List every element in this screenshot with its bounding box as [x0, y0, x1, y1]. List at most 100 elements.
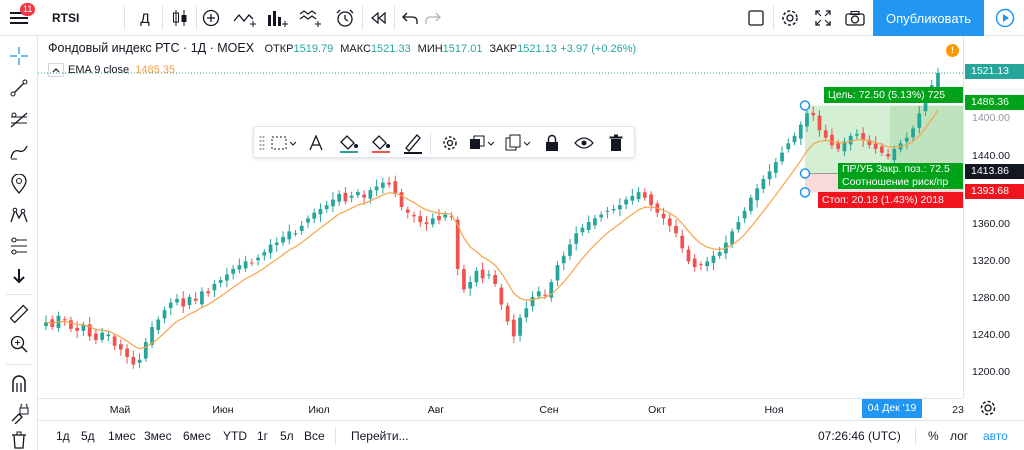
range-all[interactable]: Все	[304, 429, 325, 443]
range-5y[interactable]: 5л	[280, 429, 294, 443]
range-ytd[interactable]: YTD	[223, 429, 247, 443]
time-axis[interactable]: Май Июн Июл Авг Сен Окт Ноя 23 04 Дек '1…	[38, 398, 964, 420]
candle-body	[44, 322, 48, 327]
drag-handle-icon[interactable]	[258, 131, 266, 155]
trend-line-icon[interactable]	[4, 74, 34, 102]
auto-toggle[interactable]: авто	[983, 429, 1008, 443]
pin-icon[interactable]	[4, 170, 34, 198]
range-1y[interactable]: 1г	[257, 429, 269, 443]
price-tick: 1240.00	[972, 329, 1010, 341]
entry-label-line1[interactable]: ПР/УБ Закр. поз.: 72.5	[838, 163, 963, 176]
time-label: Авг	[427, 404, 445, 416]
alert-badge[interactable]: !	[946, 44, 959, 57]
candle-body	[318, 208, 323, 215]
entry-price-tag: 1413.86	[965, 164, 1024, 179]
visibility-eye-icon[interactable]	[572, 131, 596, 155]
entry-handle	[799, 168, 811, 179]
text-icon[interactable]	[304, 131, 328, 155]
alert-clock-icon[interactable]	[332, 4, 358, 32]
range-5d[interactable]: 5д	[81, 429, 95, 443]
clone-icon[interactable]	[504, 131, 534, 155]
candle-body	[511, 319, 516, 337]
settings-icon[interactable]	[438, 131, 462, 155]
candle-body	[811, 112, 816, 116]
fullscreen-icon[interactable]	[810, 4, 836, 32]
position-icon[interactable]	[4, 232, 34, 260]
range-1m[interactable]: 1мес	[108, 429, 136, 443]
candle-body	[667, 218, 672, 226]
toolbar-divider	[915, 427, 916, 445]
candle-body	[761, 178, 766, 189]
candle-body	[680, 235, 685, 249]
indicators-icon[interactable]	[231, 4, 259, 32]
candle-body	[150, 327, 154, 345]
percent-toggle[interactable]: %	[928, 429, 939, 443]
layout-icon[interactable]	[743, 4, 769, 32]
visual-order-icon[interactable]	[468, 131, 498, 155]
fib-icon[interactable]	[4, 106, 34, 134]
candle-body	[798, 124, 803, 139]
lock-icon[interactable]	[540, 131, 564, 155]
toolbar-divider	[196, 6, 197, 30]
stop-label[interactable]: Стоп: 20.18 (1.43%) 2018	[818, 192, 963, 208]
templates-icon[interactable]	[297, 4, 323, 32]
candle-body	[518, 317, 522, 336]
range-6m[interactable]: 6мес	[183, 429, 211, 443]
candle-body	[437, 215, 441, 221]
target-label[interactable]: Цель: 72.50 (5.13%) 725	[824, 87, 963, 103]
goto-date-button[interactable]: Перейти...	[351, 429, 409, 443]
price-scale[interactable]: 1440.00 1360.00 1320.00 1280.00 1240.00 …	[963, 36, 1024, 398]
candle-body	[786, 143, 791, 150]
candle-body	[399, 192, 404, 208]
range-3m[interactable]: 3мес	[144, 429, 172, 443]
symbol-search[interactable]: RTSI	[52, 11, 80, 25]
fill-color-secondary-icon[interactable]	[368, 131, 394, 155]
indicator-legend[interactable]: EMA 9 close 1485.35	[48, 61, 175, 78]
publish-button[interactable]: Опубликовать	[873, 0, 984, 36]
drawing-properties-toolbar	[253, 126, 635, 158]
candles-icon[interactable]	[168, 4, 192, 32]
range-1d[interactable]: 1д	[56, 429, 70, 443]
line-color-icon[interactable]	[400, 131, 426, 155]
candle-body	[692, 258, 697, 268]
toolbar-divider	[430, 132, 431, 154]
magnet-icon[interactable]	[4, 370, 34, 398]
undo-icon[interactable]	[399, 4, 421, 32]
candle-body	[274, 242, 279, 246]
camera-icon[interactable]	[842, 4, 868, 32]
legend-low-label: МИН	[417, 43, 443, 55]
crosshair-icon[interactable]	[4, 42, 34, 70]
zoom-icon[interactable]	[4, 330, 34, 358]
candle-body	[356, 192, 360, 196]
pattern-icon[interactable]	[4, 202, 34, 230]
chart-settings-icon[interactable]	[979, 399, 999, 417]
bar-chart-type-icon[interactable]	[265, 4, 291, 32]
trash-icon[interactable]	[4, 430, 34, 450]
ruler-icon[interactable]	[4, 300, 34, 328]
candle-body	[487, 274, 491, 276]
collapse-legend-icon[interactable]	[48, 62, 64, 77]
fill-color-icon[interactable]	[336, 131, 362, 155]
lock-drawings-icon[interactable]	[4, 400, 34, 428]
log-toggle[interactable]: лог	[950, 429, 969, 443]
play-icon[interactable]	[986, 0, 1024, 36]
drawing-toolbar	[0, 36, 38, 450]
settings-gear-icon[interactable]	[777, 4, 803, 32]
template-dropdown-icon[interactable]	[268, 131, 298, 155]
delete-icon[interactable]	[604, 131, 628, 155]
candle-body	[568, 244, 572, 256]
entry-label-line2[interactable]: Соотношение риск/пр	[838, 176, 963, 189]
arrow-down-icon[interactable]	[4, 262, 34, 290]
interval-button[interactable]: Д	[140, 10, 150, 26]
candle-body	[580, 227, 585, 233]
candle-body	[324, 205, 329, 210]
candle-body	[642, 192, 647, 198]
add-compare-icon[interactable]	[199, 4, 223, 32]
brush-icon[interactable]	[4, 138, 34, 166]
menu-icon[interactable]	[4, 4, 34, 32]
clock[interactable]: 07:26:46 (UTC)	[818, 429, 901, 443]
redo-icon[interactable]	[422, 4, 444, 32]
candle-body	[855, 133, 859, 136]
candle-body	[287, 231, 292, 240]
replay-icon[interactable]	[366, 4, 390, 32]
